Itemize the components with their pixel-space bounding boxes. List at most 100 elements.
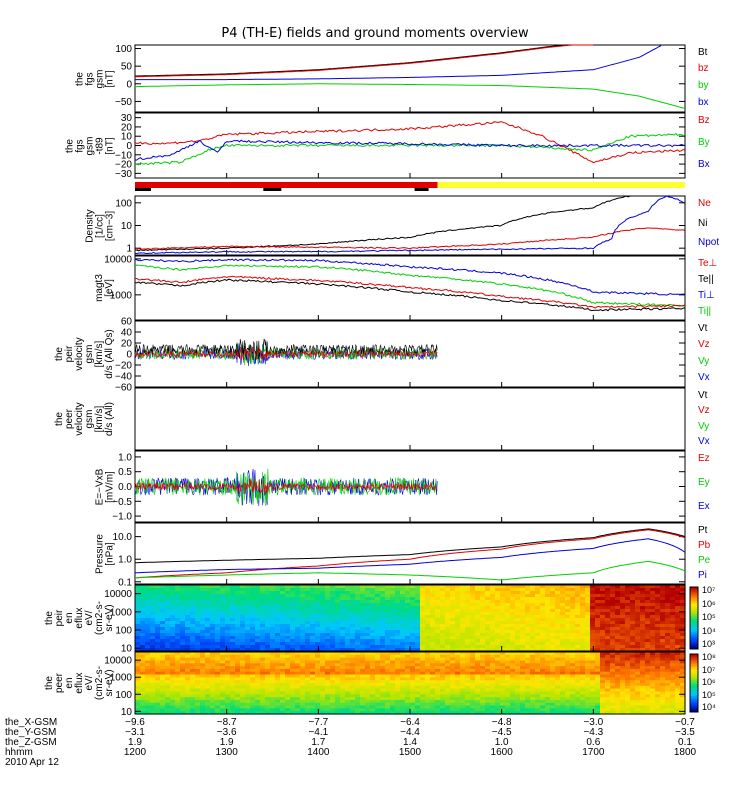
spec-cell bbox=[345, 642, 351, 646]
spec-cell bbox=[460, 666, 466, 670]
spec-cell bbox=[305, 615, 311, 619]
spec-cell bbox=[310, 591, 316, 595]
spec-cell bbox=[270, 618, 276, 622]
spec-cell bbox=[485, 683, 491, 687]
spec-cell bbox=[160, 666, 166, 670]
spec-cell bbox=[390, 652, 396, 656]
spec-cell bbox=[425, 597, 431, 601]
spec-cell bbox=[530, 591, 536, 595]
spec-cell bbox=[290, 657, 296, 661]
spec-cell bbox=[645, 697, 651, 701]
spec-cell bbox=[630, 685, 636, 690]
spec-cell bbox=[220, 609, 226, 613]
spec-cell bbox=[505, 702, 511, 707]
spec-cell bbox=[560, 694, 566, 698]
spec-cell bbox=[300, 663, 306, 667]
spec-cell bbox=[290, 591, 296, 595]
spec-cell bbox=[495, 594, 501, 598]
spec-cell bbox=[290, 621, 296, 625]
spec-cell bbox=[430, 654, 436, 659]
spec-cell bbox=[445, 603, 451, 607]
spec-cell bbox=[645, 705, 651, 709]
spec-cell bbox=[240, 663, 246, 667]
spec-cell bbox=[600, 597, 606, 601]
spec-cell bbox=[265, 677, 271, 681]
spec-cell bbox=[675, 600, 681, 604]
spec-cell bbox=[370, 588, 376, 592]
spec-cell bbox=[500, 652, 506, 656]
spec-cell bbox=[350, 677, 356, 681]
spec-cell bbox=[590, 603, 596, 607]
spec-cell bbox=[345, 699, 351, 704]
spec-cell bbox=[480, 621, 486, 625]
spec-cell bbox=[555, 609, 561, 613]
spec-cell bbox=[175, 674, 181, 678]
spec-cell bbox=[270, 660, 276, 664]
spec-cell bbox=[575, 591, 581, 595]
spec-cell bbox=[375, 633, 381, 637]
spec-cell bbox=[400, 683, 406, 687]
spec-cell bbox=[385, 624, 391, 628]
spec-cell bbox=[300, 699, 306, 704]
spec-cell bbox=[600, 663, 606, 667]
spec-cell bbox=[585, 615, 591, 619]
spec-cell bbox=[345, 674, 351, 678]
spec-cell bbox=[230, 674, 236, 678]
spec-cell bbox=[610, 702, 616, 707]
spec-cell bbox=[480, 683, 486, 687]
spec-cell bbox=[245, 591, 251, 595]
spec-cell bbox=[590, 657, 596, 661]
spec-cell bbox=[505, 588, 511, 592]
spec-cell bbox=[505, 618, 511, 622]
spec-cell bbox=[245, 645, 251, 649]
spec-cell bbox=[545, 683, 551, 687]
spec-cell bbox=[475, 652, 481, 656]
spec-cell bbox=[325, 697, 331, 701]
spec-cell bbox=[285, 666, 291, 670]
spec-cell bbox=[145, 711, 151, 715]
spec-cell bbox=[460, 606, 466, 610]
spec-cell bbox=[605, 636, 611, 640]
spec-cell bbox=[510, 683, 516, 687]
spec-cell bbox=[405, 624, 411, 628]
spec-cell bbox=[665, 612, 671, 616]
spec-cell bbox=[260, 639, 266, 643]
spec-cell bbox=[370, 697, 376, 701]
spec-cell bbox=[410, 624, 416, 628]
spec-cell bbox=[665, 699, 671, 704]
spec-cell bbox=[230, 699, 236, 704]
spec-cell bbox=[395, 711, 401, 715]
spec-cell bbox=[215, 666, 221, 670]
spec-cell bbox=[395, 585, 401, 589]
spec-cell bbox=[540, 591, 546, 595]
spec-cell bbox=[305, 642, 311, 646]
spec-cell bbox=[485, 668, 491, 673]
spec-cell bbox=[265, 642, 271, 646]
spec-cell bbox=[250, 642, 256, 646]
spec-cell bbox=[545, 660, 551, 664]
spec-cell bbox=[290, 705, 296, 709]
spec-cell bbox=[535, 657, 541, 661]
spec-cell bbox=[540, 705, 546, 709]
spec-cell bbox=[225, 597, 231, 601]
spec-cell bbox=[470, 618, 476, 622]
spec-cell bbox=[240, 666, 246, 670]
spec-cell bbox=[650, 612, 656, 616]
spec-cell bbox=[480, 615, 486, 619]
spec-cell bbox=[450, 677, 456, 681]
spec-cell bbox=[370, 657, 376, 661]
spec-cell bbox=[195, 652, 201, 656]
spec-cell bbox=[240, 642, 246, 646]
spec-cell bbox=[165, 660, 171, 664]
spec-cell bbox=[365, 666, 371, 670]
spec-cell bbox=[385, 702, 391, 707]
spec-cell bbox=[655, 639, 661, 643]
spec-cell bbox=[155, 648, 161, 652]
spec-cell bbox=[485, 588, 491, 592]
spec-cell bbox=[450, 699, 456, 704]
spec-cell bbox=[345, 624, 351, 628]
spec-cell bbox=[215, 624, 221, 628]
spec-cell bbox=[400, 660, 406, 664]
spec-cell bbox=[270, 645, 276, 649]
spec-cell bbox=[145, 654, 151, 659]
